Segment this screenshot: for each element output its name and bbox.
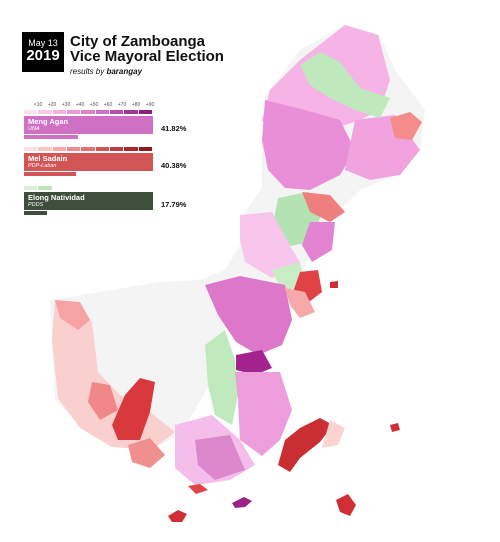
date-badge: May 13 2019 [22,32,64,72]
legend-candidate: Elong Natividad PDDS 17.79% [24,186,214,215]
island-purple [232,497,252,508]
region-purple-center [236,350,272,375]
legend-tick: +70 [117,102,127,108]
color-swatch [124,110,138,114]
color-swatch [38,110,52,114]
candidate-bar: Meng Agan UNA [24,116,153,134]
candidate-party: UNA [28,126,40,132]
region-north-mid [262,100,355,190]
color-swatch [53,186,66,190]
color-scale [24,147,153,151]
candidate-percent: 40.38% [161,161,187,170]
color-scale [24,186,153,190]
candidate-name: Elong Natividad [28,193,85,202]
region-west-pink [240,212,300,278]
color-swatch [66,110,81,114]
subtitle-bold: barangay [106,67,143,76]
legend-tick: +50 [89,102,99,108]
candidate-share-bar [24,135,78,139]
subtitle-prefix: results by [70,67,105,76]
candidate-percent: 17.79% [161,200,187,209]
color-swatch [124,186,137,190]
color-swatch [24,110,38,114]
color-swatch [38,186,52,190]
color-swatch [81,147,95,151]
color-swatch [138,110,152,114]
color-swatch [52,147,66,151]
region-north-green [300,52,390,118]
color-swatch [138,147,152,151]
legend-candidates: Meng Agan UNA 41.82% Mel Sadain PDP-Laban 40.… [24,110,214,215]
region-sw-red [128,438,165,468]
color-swatch [109,147,124,151]
region-west-red [112,378,155,440]
candidate-bar: Elong Natividad PDDS [24,192,153,210]
color-swatch [96,186,109,190]
legend-tick: <10 [33,102,43,108]
region-mid-pink [302,222,335,262]
color-swatch [110,186,123,190]
title-line-1: City of Zamboanga [70,33,206,50]
color-swatch [67,186,80,190]
legend-tick: +20 [47,102,57,108]
legend-tick: +80 [131,102,141,108]
color-swatch [66,147,81,151]
candidate-bar: Mel Sadain PDP-Laban [24,153,153,171]
date-year: 2019 [26,47,60,64]
candidate-share-bar [24,172,77,176]
color-swatch [124,147,138,151]
color-swatch [81,110,95,114]
region-light-red-center [285,288,315,318]
island-small-3 [188,484,208,494]
region-west-red-2 [88,382,118,420]
legend-candidate: Meng Agan UNA 41.82% [24,110,214,139]
color-swatch [38,147,52,151]
legend-tick: +60 [103,102,113,108]
region-south-pink [235,372,292,456]
candidate-name: Mel Sadain [28,154,68,163]
legend-ticks: <10 +20 +30 +40 +50 +60 +70 +80 +90 [24,102,214,110]
island-east-red [278,418,333,472]
candidate-party: PDDS [28,202,44,208]
color-swatch [95,147,109,151]
island-small-2 [330,281,338,288]
legend-tick: +40 [75,102,85,108]
candidate-percent: 41.82% [161,124,187,133]
island-se [336,494,356,516]
region-center-green [205,330,238,425]
legend: <10 +20 +30 +40 +50 +60 +70 +80 +90 Meng Agan UNA… [24,102,214,215]
legend-tick: +90 [145,102,155,108]
region-south-mauve [195,435,245,480]
color-swatch [109,110,124,114]
color-swatch [81,186,94,190]
region-ne-red [390,112,422,140]
island-small-1 [390,423,400,432]
color-swatch [139,186,152,190]
candidate-party: PDP-Laban [28,163,57,169]
region-mid-red [302,192,345,222]
title-block: City of Zamboanga Vice Mayoral Election … [70,34,224,76]
legend-candidate: Mel Sadain PDP-Laban 40.38% [24,147,214,176]
island-east-lightred [322,420,345,448]
date-month-day: May 13 [28,38,58,48]
color-swatch [24,186,38,190]
region-center-pink [205,276,292,355]
region-west-mid-red [55,300,90,330]
legend-tick: +30 [61,102,71,108]
subtitle: results by barangay [70,67,224,76]
candidate-name: Meng Agan [28,117,69,126]
color-swatch [52,110,66,114]
candidate-share-bar [24,211,47,215]
title-line-2: Vice Mayoral Election [70,48,224,65]
color-swatch [95,110,109,114]
island-south-red [168,510,187,522]
color-swatch [24,147,38,151]
color-scale [24,110,153,114]
